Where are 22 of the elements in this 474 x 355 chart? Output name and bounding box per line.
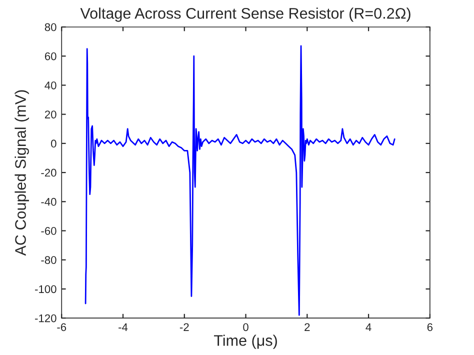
y-tick-label: -80 [41,256,56,264]
line-series [84,45,396,316]
y-tick-label: -60 [41,227,56,235]
y-tick-label: 20 [44,110,56,118]
y-axis-title: AC Coupled Signal (mV) [14,90,29,256]
y-tick-label: -120 [35,314,56,322]
y-tick-label: 80 [44,23,56,32]
x-tick-label: 6 [427,323,433,332]
y-tick-label: -40 [41,198,56,206]
x-tick-label: 4 [366,323,372,331]
y-tick-label: -100 [35,285,56,294]
x-axis-title: Time (μs) [214,334,277,349]
y-tick-label: 0 [51,140,56,148]
y-tick-label: 40 [44,81,56,90]
x-tick-label: 0 [243,323,248,332]
chart-title: Voltage Across Current Sense Resistor (R=0.2Ω) [80,8,410,22]
x-tick-label: 2 [304,323,310,331]
y-tick-label: 60 [44,52,56,60]
x-tick-label: -6 [57,323,66,332]
y-tick-label: -20 [41,168,56,177]
x-tick-label: -4 [118,323,128,331]
x-tick-label: -2 [180,323,189,331]
